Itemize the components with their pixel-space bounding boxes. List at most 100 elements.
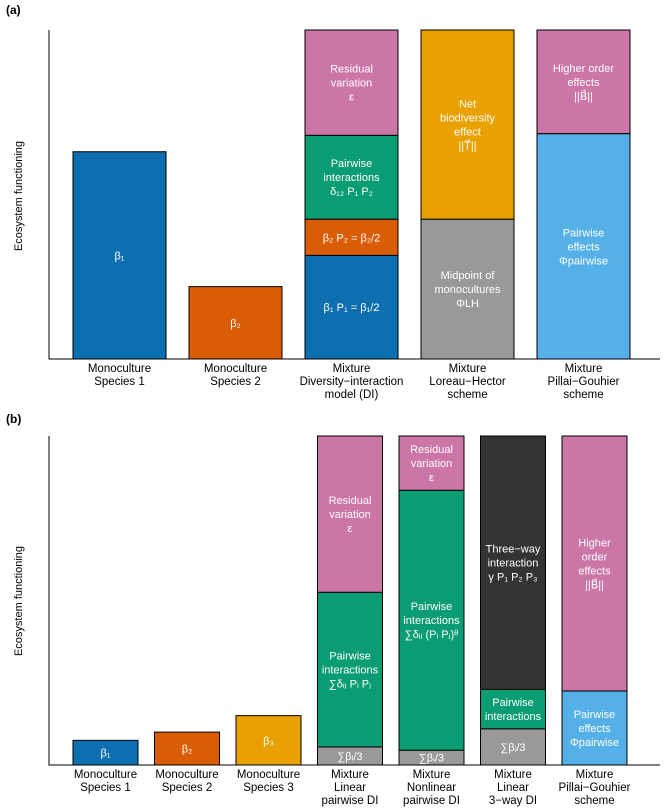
bar-segment-label: biodiversity — [440, 113, 496, 125]
bar-segment-label: Φpairwise — [559, 255, 608, 267]
bar-segment-rect — [304, 218, 399, 256]
bar-segment: β₁ — [72, 151, 167, 360]
bar-segment-label: effects — [567, 77, 600, 89]
bar-segment: Pairwise interactions — [480, 688, 546, 730]
category-label-line: scheme — [563, 389, 603, 401]
panel-a-bars: β₁ β₂ β₁ P₁ = β₁/2 β₂ P₂ = β₂/2 Pairwise inte… — [72, 29, 631, 360]
category-label-line: model (DI) — [325, 389, 379, 401]
bar-segment-label: γ P₁ P₂ P₃ — [488, 572, 537, 584]
bar-segment: Pairwise interactions ∑δᵢⱼ Pᵢ Pⱼ — [317, 591, 383, 748]
bar-segment: Residual variation ε — [304, 29, 399, 136]
category-label-line: Mixture — [565, 363, 603, 375]
bar-segment-label: effects — [578, 723, 611, 735]
bar-segment-rect — [317, 591, 383, 748]
bar-segment-label: effects — [567, 241, 600, 253]
bar-segment-rect — [561, 435, 628, 692]
bar-segment: ∑βᵢ/3 — [480, 728, 546, 766]
category-label-line: Species 2 — [162, 782, 213, 794]
bar-segment-label: monocultures — [434, 284, 501, 296]
bar-segment-label: effect — [454, 127, 481, 139]
bar-segment-label: variation — [329, 509, 371, 521]
bar-segment: β₁ — [72, 739, 139, 766]
bar-segment-label: interactions — [322, 665, 379, 677]
bar-segment-label: Residual — [330, 64, 373, 76]
bar-segment-label: ε — [349, 92, 354, 104]
bar-segment-label: variation — [331, 78, 373, 90]
bar-segment-label: δ₁₂ P₁ P₂ — [330, 186, 373, 198]
bar-segment-label: variation — [411, 458, 453, 470]
category-label-line: Mixture — [413, 769, 451, 781]
bar-segment-label: ∑δᵢⱼ (Pᵢ Pⱼ)ᶿ — [405, 629, 458, 641]
bar-segment: Pairwise interactions δ₁₂ P₁ P₂ — [304, 134, 399, 220]
category-label-line: Mixture — [494, 769, 532, 781]
bar-segment-label: Pairwise — [574, 709, 616, 721]
bar-segment-label: β₂ P₂ = β₂/2 — [323, 232, 381, 244]
bar-segment-label: ∑βᵢ/3 — [419, 753, 444, 765]
bar-segment-label: interactions — [403, 615, 460, 627]
bar-segment-rect — [480, 435, 546, 690]
panel-b: (b) Ecosystem functioning β₁ β₂ β₃ ∑βᵢ/3 Pai… — [6, 412, 660, 807]
bar-segment: Pairwise effects Φpairwise — [536, 133, 631, 360]
bar-segment-label: β₁ P₁ = β₁/2 — [324, 302, 380, 314]
bar-segment: β₂ — [154, 731, 220, 766]
category-label-line: Monoculture — [204, 363, 267, 375]
bar-segment-label: ∑βᵢ/3 — [337, 751, 362, 763]
bar-segment-label: Pairwise — [492, 697, 534, 709]
category-label-line: Species 1 — [80, 782, 131, 794]
bar-segment: Pairwise effects Φpairwise — [561, 690, 628, 766]
bar-segment-label: Net — [459, 99, 476, 111]
bar-segment-rect — [72, 739, 139, 766]
bar-segment-label: ΦLH — [456, 298, 479, 310]
bar-segment: Residual variation ε — [398, 435, 465, 491]
category-label-line: Monoculture — [74, 769, 137, 781]
category-label-line: Mixture — [576, 769, 614, 781]
bar-segment: Residual variation ε — [317, 435, 383, 593]
category-label-line: Linear — [334, 782, 366, 794]
category-label-line: Pillai−Gouhier — [548, 376, 620, 388]
category-label-line: Mixture — [331, 769, 369, 781]
bar-segment: Pairwise interactions ∑δᵢⱼ (Pᵢ Pⱼ)ᶿ — [398, 489, 465, 751]
category-label-line: scheme — [447, 389, 487, 401]
category-label-line: 3−way DI — [489, 795, 537, 807]
bar-segment-label: ||T⃗|| — [458, 139, 476, 153]
bar-segment-label: ∑δᵢⱼ Pᵢ Pⱼ — [329, 679, 371, 691]
bar-segment-label: effects — [578, 565, 611, 577]
bar-segment-label: ε — [429, 472, 434, 484]
panel-b-y-axis-label: Ecosystem functioning — [13, 546, 25, 656]
bar-segment-label: Higher order — [553, 63, 614, 75]
bar-segment-rect — [304, 29, 399, 136]
category-label-line: Pillai−Gouhier — [559, 782, 631, 794]
panel-b-label: (b) — [6, 412, 21, 426]
bar-segment-label: ||B⃗|| — [574, 89, 593, 103]
panel-a-label: (a) — [6, 3, 21, 17]
bar-segment-label: Pairwise — [563, 227, 605, 239]
bar-segment: β₁ P₁ = β₁/2 — [304, 254, 399, 360]
bar-segment-label: β₁ — [100, 748, 110, 760]
category-label-line: pairwise DI — [403, 795, 460, 807]
bar-segment-label: Residual — [410, 444, 453, 456]
category-label-line: Monoculture — [155, 769, 218, 781]
category-label-line: Species 1 — [94, 376, 145, 388]
bar-segment-label: Midpoint of — [441, 270, 496, 282]
bar-segment-label: ∑βᵢ/3 — [500, 742, 525, 754]
category-label-line: Mixture — [333, 363, 371, 375]
bar-segment-label: Pairwise — [331, 158, 373, 170]
category-label-line: Mixture — [449, 363, 487, 375]
bar-segment-rect — [317, 435, 383, 593]
bar-segment-label: interaction — [488, 558, 539, 570]
bar-segment: β₂ — [188, 286, 283, 360]
bar-segment-label: β₁ — [114, 250, 124, 262]
